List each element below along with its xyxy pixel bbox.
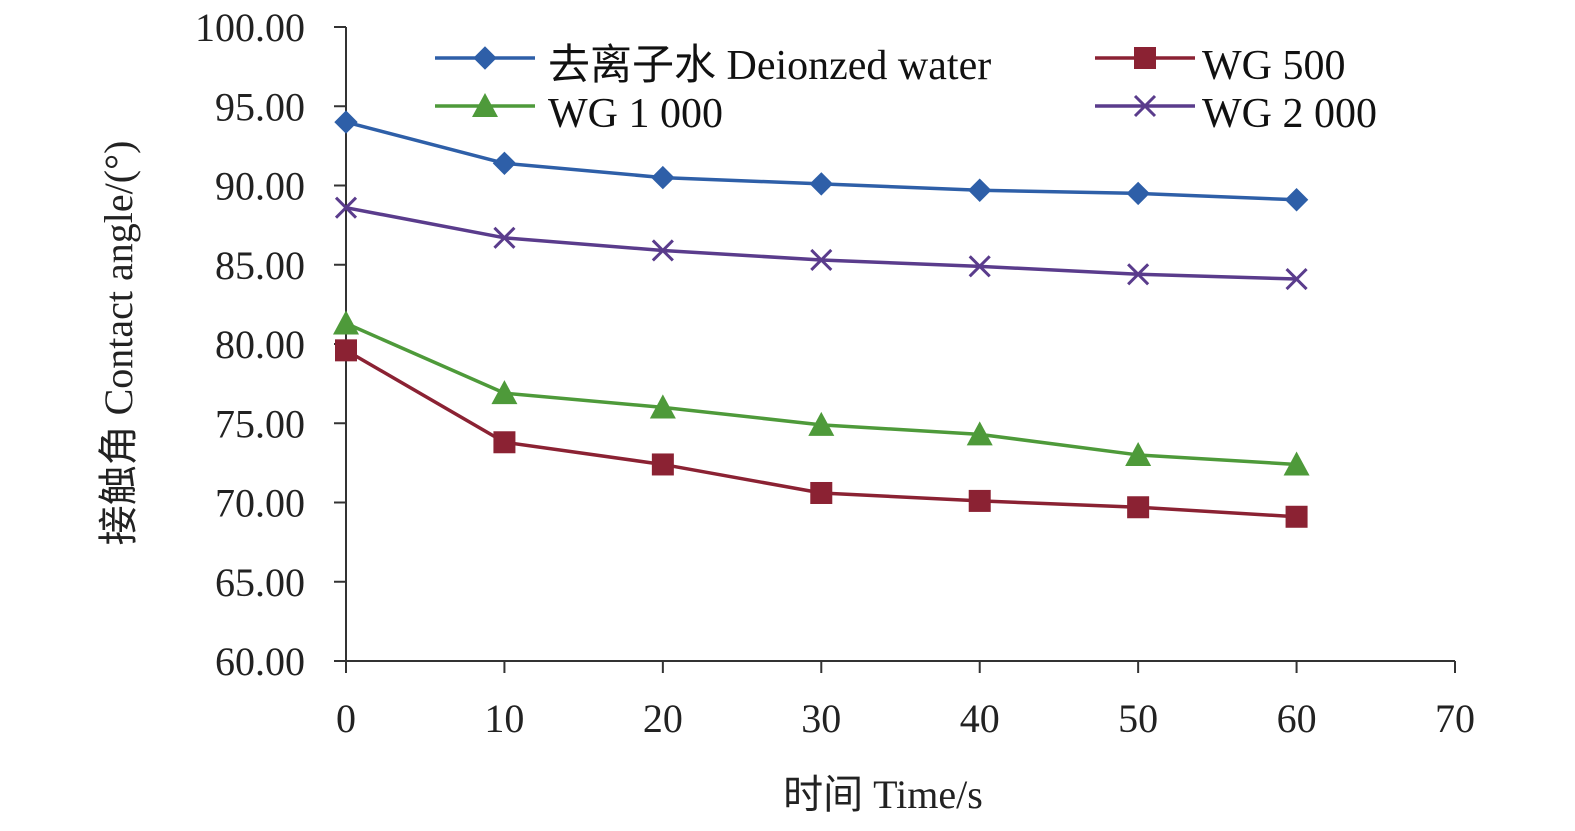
data-point — [1125, 441, 1152, 466]
legend-entry-0: 去离子水 Deionzed water — [435, 42, 991, 89]
x-tick-label: 20 — [643, 696, 683, 741]
y-tick-label: 85.00 — [215, 243, 305, 288]
x-axis-title: 时间 Time/s — [783, 772, 983, 817]
y-tick-label: 70.00 — [215, 481, 305, 526]
data-point — [491, 380, 518, 405]
data-point — [808, 411, 835, 436]
x-tick-label: 60 — [1277, 696, 1317, 741]
legend-marker — [473, 46, 497, 70]
data-point — [493, 226, 516, 249]
x-tick-label: 30 — [801, 696, 841, 741]
data-point — [334, 110, 358, 134]
data-point — [810, 481, 833, 504]
data-point — [1127, 496, 1150, 519]
data-point — [651, 165, 675, 190]
series-line — [345, 205, 1297, 281]
y-tick-label: 75.00 — [215, 401, 305, 446]
data-point — [333, 310, 359, 335]
y-tick-label: 60.00 — [215, 639, 305, 684]
legend-label: WG 500 — [1202, 43, 1345, 89]
data-point — [649, 394, 676, 419]
legend-entry-2: WG 1 000 — [435, 91, 723, 137]
data-point — [651, 453, 674, 476]
y-tick-label: 95.00 — [215, 84, 305, 129]
legend-label: 去离子水 Deionzed water — [548, 42, 991, 89]
series-2 — [333, 310, 1310, 476]
data-point — [966, 421, 993, 446]
legend-marker — [1133, 94, 1157, 118]
data-point — [968, 178, 992, 202]
data-point — [1127, 263, 1150, 286]
series-1 — [335, 339, 1308, 528]
data-point — [968, 255, 991, 278]
data-point — [335, 339, 357, 362]
legend: 去离子水 Deionzed water WG 500 WG 1 000 WG 2 00… — [435, 42, 1377, 137]
x-tick-label: 0 — [336, 696, 356, 741]
series-layer — [333, 110, 1310, 528]
y-tick-label: 100.00 — [195, 5, 305, 50]
data-point — [1284, 188, 1309, 212]
y-axis-title: 接触角 Contact angle/(°) — [96, 141, 141, 546]
legend-marker — [472, 93, 498, 118]
data-point — [334, 196, 358, 219]
x-tick-label: 40 — [960, 696, 1000, 741]
data-point — [810, 248, 833, 272]
data-point — [492, 151, 517, 176]
data-point — [1285, 267, 1308, 291]
x-tick-label: 50 — [1118, 696, 1158, 741]
legend-marker — [1134, 47, 1156, 69]
x-tick-label: 70 — [1435, 696, 1475, 741]
data-point — [493, 431, 516, 454]
series-0 — [334, 110, 1309, 212]
legend-label: WG 1 000 — [548, 91, 723, 137]
legend-entry-1: WG 500 — [1095, 43, 1345, 89]
data-point — [651, 239, 674, 262]
y-tick-label: 80.00 — [215, 322, 305, 367]
data-point — [968, 489, 991, 512]
series-line — [345, 321, 1297, 467]
legend-entry-3: WG 2 000 — [1095, 91, 1377, 137]
data-point — [1285, 505, 1308, 528]
y-tick-label: 65.00 — [215, 560, 305, 605]
data-point — [1126, 181, 1150, 206]
axes-layer: 60.00 65.00 70.00 75.00 80.00 85.00 90.00 95.00… — [195, 5, 1475, 741]
y-tick-label: 90.00 — [215, 164, 305, 209]
series-3 — [334, 196, 1308, 291]
legend-label: WG 2 000 — [1202, 91, 1377, 137]
data-point — [809, 172, 833, 196]
data-point — [1283, 451, 1310, 476]
x-tick-label: 10 — [484, 696, 524, 741]
